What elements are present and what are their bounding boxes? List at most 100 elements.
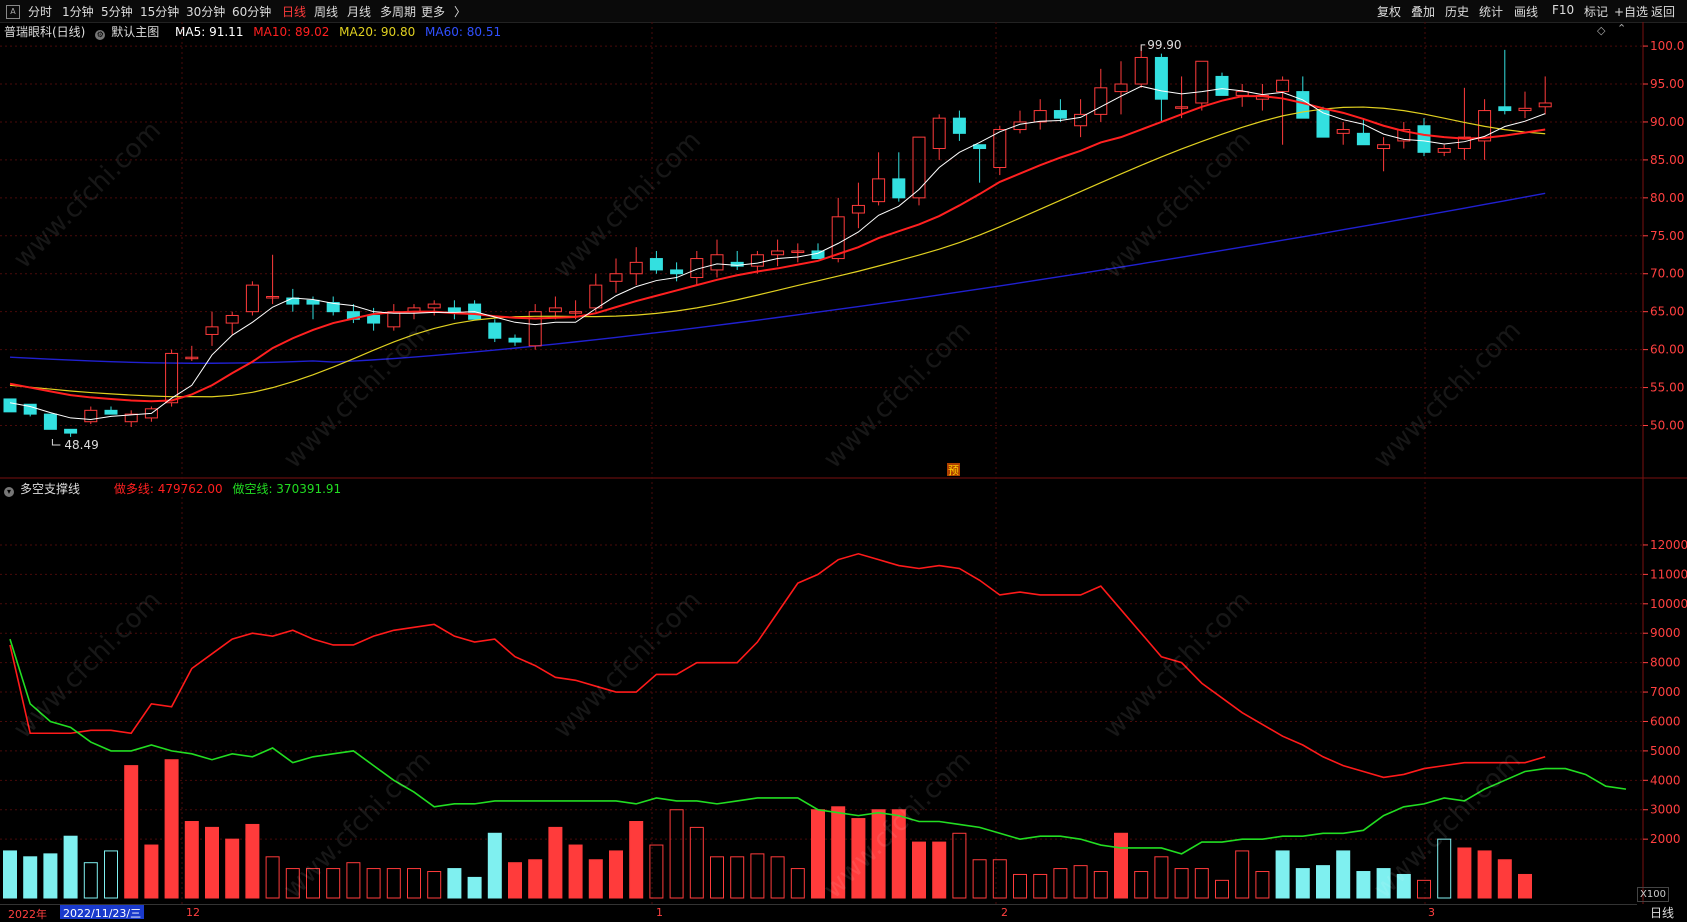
candle[interactable] [1538, 76, 1552, 115]
candle[interactable] [973, 144, 987, 183]
candle[interactable] [831, 197, 845, 263]
candle[interactable] [1276, 76, 1290, 145]
toolbar-button-0[interactable]: 复权 [1377, 5, 1402, 19]
candle[interactable] [1498, 49, 1512, 115]
candle[interactable] [508, 334, 522, 346]
candle[interactable] [892, 152, 906, 202]
candle[interactable] [427, 300, 441, 316]
candle[interactable] [872, 152, 886, 206]
candle[interactable] [326, 296, 340, 316]
period-tab-4[interactable]: 30分钟 [186, 5, 226, 19]
period-tab-5[interactable]: 60分钟 [232, 5, 272, 19]
toolbar-button-8[interactable]: 返回 [1651, 5, 1676, 19]
candle[interactable] [1195, 60, 1209, 111]
more-chevron-icon[interactable]: 〉 [454, 5, 467, 19]
candle[interactable] [932, 114, 946, 160]
candle[interactable] [569, 300, 583, 320]
candle[interactable] [771, 239, 785, 267]
candle[interactable] [528, 304, 542, 350]
candle[interactable] [1316, 106, 1330, 138]
period-tab-7[interactable]: 周线 [314, 5, 339, 19]
candle[interactable] [185, 345, 199, 362]
candle[interactable] [64, 428, 78, 437]
indicator-selector[interactable]: ⚙ 默认主图 [95, 25, 169, 40]
candle[interactable] [84, 406, 98, 424]
period-tab-0[interactable]: 分时 [28, 5, 53, 19]
forecast-badge[interactable] [947, 463, 960, 476]
candle[interactable] [1397, 121, 1411, 149]
candle[interactable] [266, 254, 280, 305]
volume-bar [205, 826, 219, 899]
candle[interactable] [205, 311, 219, 346]
period-tab-3[interactable]: 15分钟 [140, 5, 180, 19]
candle[interactable] [43, 413, 57, 430]
candle[interactable] [912, 136, 926, 206]
collapse-arrow-icon[interactable]: ⌃ [1617, 22, 1627, 35]
candle[interactable] [1457, 87, 1471, 160]
period-tab-9[interactable]: 多周期 [380, 5, 417, 19]
candle[interactable] [488, 319, 502, 343]
candle[interactable] [1175, 76, 1189, 119]
period-tab-8[interactable]: 月线 [347, 5, 372, 19]
candle[interactable] [1114, 61, 1128, 115]
toolbar-button-6[interactable]: 标记 [1584, 5, 1609, 19]
toolbar-button-7[interactable]: +自选 [1614, 5, 1649, 19]
toolbar-button-3[interactable]: 统计 [1479, 5, 1504, 19]
candle[interactable] [1154, 53, 1168, 122]
period-tab-6[interactable]: 日线 [282, 5, 307, 19]
candle[interactable] [609, 258, 623, 293]
candle[interactable] [124, 410, 138, 428]
candle[interactable] [1417, 118, 1431, 157]
candle[interactable] [952, 110, 966, 141]
candle-body [1235, 91, 1249, 96]
period-tab-2[interactable]: 5分钟 [101, 5, 133, 19]
candle[interactable] [1053, 99, 1067, 122]
period-tab-1[interactable]: 1分钟 [62, 5, 94, 19]
candle[interactable] [1478, 99, 1492, 160]
scale-indicator[interactable]: X100 [1637, 887, 1669, 902]
volume-bar [83, 862, 98, 899]
candle[interactable] [165, 349, 179, 407]
candle[interactable] [23, 403, 37, 417]
candle[interactable] [993, 125, 1007, 176]
candle[interactable] [1074, 99, 1088, 138]
candle[interactable] [1518, 91, 1532, 119]
candle[interactable] [851, 182, 865, 229]
candle[interactable] [1356, 118, 1370, 146]
candle[interactable] [3, 398, 17, 413]
toolbar-button-4[interactable]: 画线 [1514, 5, 1539, 19]
sub-indicator-selector[interactable]: ▾ 多空支撑线 [4, 482, 90, 497]
toolbar-button-1[interactable]: 叠加 [1411, 5, 1436, 19]
period-tab-10[interactable]: 更多 [421, 5, 446, 19]
toolbar-button-2[interactable]: 历史 [1445, 5, 1470, 19]
candle[interactable] [447, 300, 461, 320]
candle[interactable] [791, 243, 805, 263]
candle[interactable] [104, 406, 118, 415]
volume-bar [1396, 873, 1411, 899]
candle[interactable] [1215, 72, 1229, 96]
diamond-icon[interactable]: ◇ [1597, 24, 1606, 37]
candle[interactable] [1013, 110, 1027, 134]
volume-bar [164, 759, 179, 899]
candle[interactable] [1336, 121, 1350, 145]
candle[interactable] [629, 247, 643, 286]
toolbar-button-5[interactable]: F10 [1552, 3, 1575, 17]
candle[interactable] [1094, 68, 1108, 122]
candle[interactable] [387, 304, 401, 331]
candle[interactable] [589, 273, 603, 312]
period-tab-daily[interactable]: 日线 [1637, 904, 1687, 920]
candle[interactable] [245, 281, 259, 316]
candle[interactable] [1437, 144, 1451, 157]
candle[interactable] [468, 300, 482, 320]
candle[interactable] [730, 250, 744, 270]
volume-bar [508, 862, 522, 899]
candle[interactable] [1033, 99, 1047, 130]
candle[interactable] [710, 239, 724, 278]
candle[interactable] [1377, 137, 1391, 172]
candle[interactable] [649, 250, 663, 274]
app-logo-icon[interactable]: A [6, 5, 20, 19]
volume-bar [831, 806, 846, 899]
candle[interactable] [1134, 46, 1148, 88]
candle[interactable] [225, 311, 239, 335]
